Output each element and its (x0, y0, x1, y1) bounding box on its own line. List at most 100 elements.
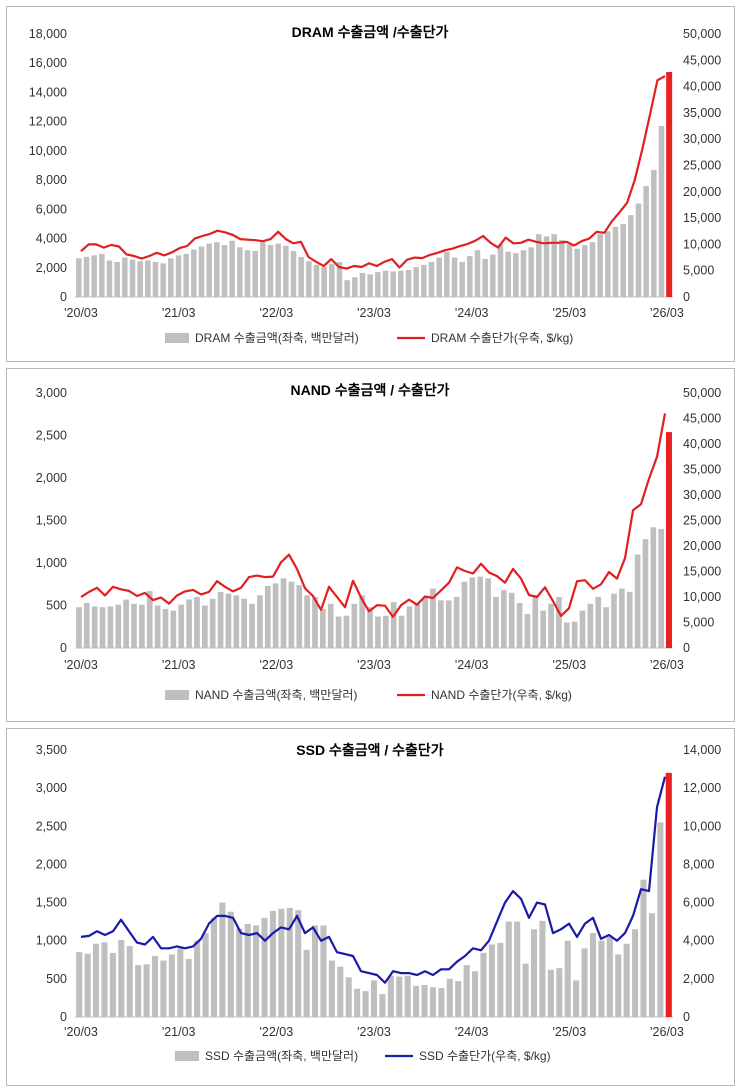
dram-right-tick-label: 40,000 (683, 80, 721, 94)
dram-legend-bar-swatch (165, 333, 189, 343)
nand-bar (367, 607, 373, 648)
nand-left-tick-label: 0 (60, 641, 67, 655)
dram-bar (260, 242, 266, 297)
dram-bar (474, 250, 481, 297)
ssd-bar (514, 921, 521, 1017)
nand-bar (115, 604, 122, 648)
dram-x-tick-label: '21/03 (162, 306, 196, 320)
ssd-bar (84, 953, 91, 1017)
ssd-x-tick-label: '24/03 (455, 1025, 489, 1039)
ssd-chart-title: SSD 수출금액 / 수출단가 (296, 742, 444, 758)
ssd-legend-bar-label: SSD 수출금액(좌축, 백만달러) (205, 1049, 358, 1063)
dram-chart-title: DRAM 수출금액 /수출단가 (292, 24, 449, 40)
dram-bar (344, 280, 350, 297)
dram-bar (321, 267, 327, 297)
ssd-bar (337, 966, 344, 1017)
nand-x-tick-label: '24/03 (455, 658, 489, 672)
nand-bar (493, 597, 499, 648)
ssd-left-tick-label: 0 (60, 1010, 67, 1024)
dram-bar (513, 253, 519, 297)
nand-bar (390, 602, 397, 648)
ssd-bar (657, 822, 664, 1017)
dram-left-tick-label: 2,000 (36, 261, 67, 275)
ssd-x-tick-label: '22/03 (259, 1025, 293, 1039)
ssd-legend-line-label: SSD 수출단가(우축, $/kg) (419, 1049, 551, 1063)
ssd-right-tick-label: 12,000 (683, 781, 721, 795)
nand-bar (532, 595, 539, 648)
ssd-bar (522, 963, 529, 1017)
dram-bar (444, 251, 450, 297)
dram-bar (390, 271, 396, 297)
dram-bar (191, 249, 197, 297)
dram-bar (582, 245, 588, 297)
nand-bar (201, 605, 208, 648)
nand-bar (194, 597, 200, 648)
dram-right-tick-label: 0 (683, 290, 690, 304)
nand-bar (430, 588, 436, 648)
ssd-price-line (80, 776, 667, 984)
dram-bar (528, 247, 534, 297)
nand-bar (107, 606, 114, 648)
dram-bar (413, 267, 419, 297)
dram-left-tick-label: 18,000 (29, 27, 67, 41)
ssd-bar (177, 948, 184, 1017)
ssd-right-tick-label: 0 (683, 1010, 690, 1024)
nand-price-line (80, 413, 667, 618)
ssd-bar (345, 977, 352, 1017)
dram-left-tick-label: 12,000 (29, 115, 67, 129)
nand-bar (398, 615, 405, 648)
ssd-bar (236, 928, 243, 1017)
dram-bar (559, 240, 565, 297)
dram-right-tick-label: 15,000 (683, 211, 721, 225)
dram-bar (367, 274, 373, 297)
dram-bar (83, 256, 90, 297)
nand-bar (76, 607, 82, 648)
nand-bar (139, 604, 145, 648)
ssd-left-tick-label: 1,000 (36, 934, 67, 948)
dram-bar (160, 263, 166, 297)
dram-bar (497, 244, 504, 297)
dram-bar (267, 245, 274, 297)
ssd-x-tick-label: '21/03 (162, 1025, 196, 1039)
dram-bar (91, 255, 97, 297)
ssd-right-tick-label: 4,000 (683, 934, 714, 948)
ssd-bar (362, 991, 369, 1017)
nand-right-tick-label: 30,000 (683, 488, 721, 502)
ssd-right-tick-label: 6,000 (683, 896, 714, 910)
dram-bar (252, 250, 258, 297)
dram-bars (76, 82, 672, 297)
nand-bar (556, 597, 562, 648)
dram-x-tick-label: '25/03 (552, 306, 586, 320)
ssd-bar (286, 907, 293, 1017)
dram-bar (229, 240, 235, 297)
dram-left-tick-label: 16,000 (29, 56, 67, 70)
nand-bar (595, 597, 602, 648)
ssd-right-tick-label: 2,000 (683, 972, 714, 986)
nand-chart-title: NAND 수출금액 / 수출단가 (290, 382, 449, 398)
ssd-bar (227, 911, 234, 1017)
ssd-bar (109, 952, 116, 1017)
nand-bar (123, 599, 129, 648)
nand-right-tick-label: 45,000 (683, 412, 721, 426)
nand-x-tick-label: '21/03 (162, 658, 196, 672)
ssd-left-tick-label: 2,500 (36, 819, 67, 833)
dram-right-tick-label: 5,000 (683, 264, 714, 278)
nand-bar (508, 592, 515, 648)
nand-bar (382, 615, 389, 648)
ssd-x-tick-label: '25/03 (552, 1025, 586, 1039)
ssd-legend-bar-swatch (175, 1051, 199, 1061)
ssd-bar (404, 975, 411, 1017)
ssd-bar (556, 968, 563, 1017)
nand-left-tick-label: 1,500 (36, 514, 67, 528)
ssd-bar (194, 940, 201, 1017)
dram-bar (313, 264, 320, 297)
nand-legend-bar-swatch (165, 690, 189, 700)
dram-bar (467, 256, 473, 297)
dram-x-tick-label: '24/03 (455, 306, 489, 320)
nand-right-tick-label: 0 (683, 641, 690, 655)
dram-bar (175, 255, 182, 297)
ssd-bar (312, 925, 319, 1017)
nand-bar (359, 595, 366, 648)
dram-bar (99, 253, 105, 297)
dram-bar (643, 185, 649, 297)
